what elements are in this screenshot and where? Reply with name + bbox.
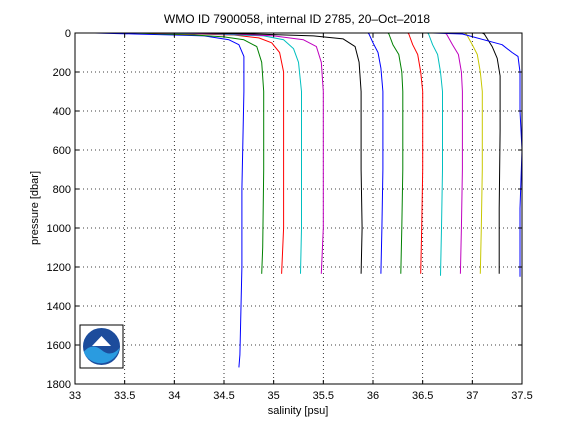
y-tick-label: 1200 xyxy=(47,262,71,274)
series-group xyxy=(94,32,523,368)
grid-lines xyxy=(75,33,522,384)
profile-line-13 xyxy=(482,32,501,274)
x-tick-label: 33.5 xyxy=(114,390,135,402)
y-tick-label: 400 xyxy=(53,106,71,118)
profile-line-1 xyxy=(94,32,245,368)
y-tick-label: 1000 xyxy=(47,223,71,235)
profile-line-5 xyxy=(174,32,324,274)
x-tick-label: 34 xyxy=(168,390,180,402)
noaa-logo xyxy=(79,324,124,369)
x-tick-labels: 33 33.5 34 34.5 35 35.5 36 36.5 37 37.5 xyxy=(69,390,533,402)
profile-line-14 xyxy=(432,32,523,277)
x-tick-label: 34.5 xyxy=(213,390,234,402)
y-axis-title: pressure [dbar] xyxy=(29,171,41,245)
plot-frame xyxy=(74,32,523,385)
chart-title: WMO ID 7900058, internal ID 2785, 20–Oct… xyxy=(164,12,430,26)
y-tick-label: 1800 xyxy=(47,379,71,391)
y-tick-label: 800 xyxy=(53,184,71,196)
x-tick-label: 35.5 xyxy=(313,390,334,402)
y-tick-labels: 0 200 400 600 800 1000 1200 1400 1600 1800 xyxy=(47,28,71,391)
y-tick-label: 1600 xyxy=(47,340,71,352)
profile-line-10 xyxy=(427,32,443,276)
profile-line-4 xyxy=(154,32,302,274)
profile-line-7 xyxy=(367,32,384,274)
profile-line-11 xyxy=(444,32,463,274)
profile-line-6 xyxy=(194,32,363,274)
y-tick-label: 0 xyxy=(65,28,71,40)
axis-ticks xyxy=(74,32,523,385)
y-tick-label: 600 xyxy=(53,145,71,157)
x-tick-label: 36 xyxy=(367,390,379,402)
y-tick-label: 200 xyxy=(53,67,71,79)
x-tick-label: 37 xyxy=(466,390,478,402)
profile-line-3 xyxy=(144,32,285,274)
y-tick-label: 1400 xyxy=(47,301,71,313)
x-tick-label: 33 xyxy=(69,390,81,402)
profile-line-9 xyxy=(407,32,424,274)
profile-line-2 xyxy=(134,32,265,274)
profile-line-8 xyxy=(387,32,404,274)
x-tick-label: 37.5 xyxy=(511,390,532,402)
x-axis-title: salinity [psu] xyxy=(268,405,329,417)
x-tick-label: 36.5 xyxy=(412,390,433,402)
profile-line-12 xyxy=(464,32,483,274)
x-tick-label: 35 xyxy=(268,390,280,402)
